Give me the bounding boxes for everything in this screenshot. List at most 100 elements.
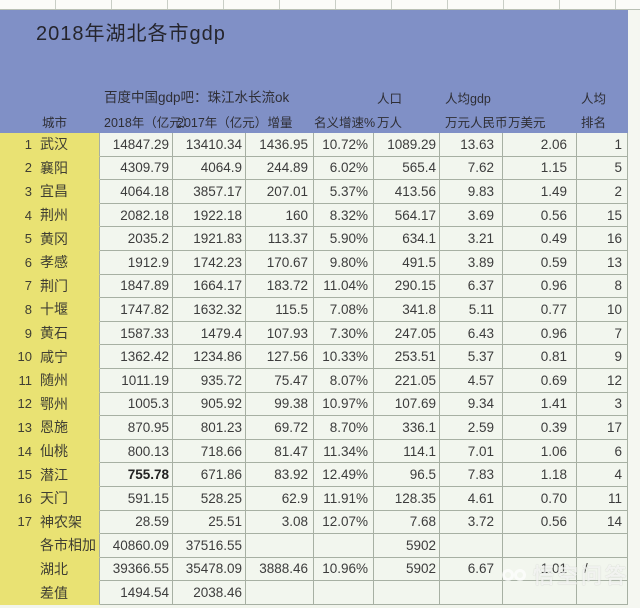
- cell-city[interactable]: 9 黄石: [0, 321, 100, 346]
- cell-growth[interactable]: 8.32%: [314, 203, 374, 228]
- cell-usd[interactable]: 0.69: [503, 368, 577, 393]
- cell-gdp2018[interactable]: 40860.09: [100, 534, 173, 558]
- cell-growth[interactable]: 10.72%: [314, 133, 374, 157]
- cell-rank[interactable]: 14: [577, 510, 628, 535]
- cell-rank[interactable]: 1: [577, 133, 628, 157]
- cell-rank[interactable]: 6: [577, 439, 628, 464]
- cell-rmb[interactable]: 7.01: [440, 439, 503, 464]
- cell-pop[interactable]: 96.5: [374, 463, 440, 487]
- cell-gdp2018[interactable]: 1912.9: [100, 250, 173, 275]
- cell-pop[interactable]: 565.4: [374, 156, 440, 181]
- cell-pop[interactable]: 107.69: [374, 392, 440, 417]
- cell-growth[interactable]: 8.70%: [314, 416, 374, 440]
- cell-gdp2017[interactable]: 1922.18: [173, 203, 246, 228]
- cell-gdp2017[interactable]: 718.66: [173, 439, 246, 464]
- cell-pop[interactable]: 114.1: [374, 439, 440, 464]
- cell-gdp2017[interactable]: 2038.46: [173, 581, 246, 605]
- cell-pop[interactable]: 290.15: [374, 274, 440, 299]
- cell-gdp2017[interactable]: 1921.83: [173, 227, 246, 251]
- cell-gdp2017[interactable]: 935.72: [173, 368, 246, 393]
- cell-rmb[interactable]: 6.67: [440, 557, 503, 582]
- cell-city[interactable]: 12 鄂州: [0, 392, 100, 417]
- cell-usd[interactable]: 1.15: [503, 156, 577, 181]
- cell-rmb[interactable]: 9.34: [440, 392, 503, 417]
- cell-city[interactable]: 差值: [0, 581, 100, 605]
- cell-gdp2017[interactable]: 1479.4: [173, 321, 246, 346]
- cell-rmb[interactable]: 13.63: [440, 133, 503, 157]
- cell-growth[interactable]: 7.30%: [314, 321, 374, 346]
- cell-rank[interactable]: 8: [577, 274, 628, 299]
- cell-growth[interactable]: [314, 581, 374, 605]
- cell-delta[interactable]: 113.37: [246, 227, 314, 251]
- cell-growth[interactable]: 6.02%: [314, 156, 374, 181]
- cell-rmb[interactable]: 6.37: [440, 274, 503, 299]
- cell-gdp2018[interactable]: 591.15: [100, 486, 173, 511]
- cell-growth[interactable]: 10.97%: [314, 392, 374, 417]
- cell-gdp2017[interactable]: 1664.17: [173, 274, 246, 299]
- cell-gdp2017[interactable]: 801.23: [173, 416, 246, 440]
- cell-usd[interactable]: 0.96: [503, 274, 577, 299]
- cell-rmb[interactable]: 6.43: [440, 321, 503, 346]
- cell-usd[interactable]: 2.06: [503, 133, 577, 157]
- cell-gdp2018[interactable]: 755.78: [100, 463, 173, 487]
- cell-gdp2017[interactable]: 4064.9: [173, 156, 246, 181]
- cell-city[interactable]: 17 神农架: [0, 510, 100, 535]
- cell-city[interactable]: 1 武汉: [0, 133, 100, 157]
- cell-city[interactable]: 13 恩施: [0, 416, 100, 440]
- cell-city[interactable]: 5 黄冈: [0, 227, 100, 251]
- cell-pop[interactable]: 247.05: [374, 321, 440, 346]
- cell-pop[interactable]: [374, 581, 440, 605]
- cell-rank[interactable]: 12: [577, 368, 628, 393]
- cell-growth[interactable]: 10.96%: [314, 557, 374, 582]
- cell-gdp2018[interactable]: 1362.42: [100, 345, 173, 369]
- cell-growth[interactable]: 5.37%: [314, 180, 374, 204]
- cell-rmb[interactable]: [440, 534, 503, 558]
- cell-delta[interactable]: 83.92: [246, 463, 314, 487]
- cell-rank[interactable]: 10: [577, 298, 628, 322]
- cell-usd[interactable]: 0.59: [503, 250, 577, 275]
- cell-rmb[interactable]: 5.11: [440, 298, 503, 322]
- cell-delta[interactable]: [246, 534, 314, 558]
- cell-gdp2018[interactable]: 800.13: [100, 439, 173, 464]
- cell-rmb[interactable]: 3.89: [440, 250, 503, 275]
- cell-gdp2018[interactable]: 1011.19: [100, 368, 173, 393]
- cell-pop[interactable]: 491.5: [374, 250, 440, 275]
- cell-usd[interactable]: 0.56: [503, 510, 577, 535]
- cell-gdp2017[interactable]: 35478.09: [173, 557, 246, 582]
- cell-growth[interactable]: 12.07%: [314, 510, 374, 535]
- cell-pop[interactable]: 336.1: [374, 416, 440, 440]
- cell-delta[interactable]: 107.93: [246, 321, 314, 346]
- cell-pop[interactable]: 564.17: [374, 203, 440, 228]
- cell-gdp2017[interactable]: 671.86: [173, 463, 246, 487]
- cell-usd[interactable]: 0.70: [503, 486, 577, 511]
- cell-rmb[interactable]: 7.83: [440, 463, 503, 487]
- cell-delta[interactable]: 127.56: [246, 345, 314, 369]
- cell-delta[interactable]: 244.89: [246, 156, 314, 181]
- cell-rmb[interactable]: [440, 581, 503, 605]
- cell-city[interactable]: 3 宜昌: [0, 180, 100, 204]
- cell-usd[interactable]: 0.39: [503, 416, 577, 440]
- cell-rank[interactable]: 13: [577, 250, 628, 275]
- cell-delta[interactable]: 207.01: [246, 180, 314, 204]
- cell-city[interactable]: 7 荆门: [0, 274, 100, 299]
- cell-pop[interactable]: 7.68: [374, 510, 440, 535]
- cell-city[interactable]: 16 天门: [0, 486, 100, 511]
- cell-pop[interactable]: 341.8: [374, 298, 440, 322]
- cell-pop[interactable]: 634.1: [374, 227, 440, 251]
- cell-rmb[interactable]: 3.21: [440, 227, 503, 251]
- cell-usd[interactable]: 0.81: [503, 345, 577, 369]
- cell-delta[interactable]: 170.67: [246, 250, 314, 275]
- cell-growth[interactable]: 7.08%: [314, 298, 374, 322]
- cell-delta[interactable]: 183.72: [246, 274, 314, 299]
- cell-gdp2018[interactable]: 14847.29: [100, 133, 173, 157]
- cell-delta[interactable]: 99.38: [246, 392, 314, 417]
- cell-rank[interactable]: 2: [577, 180, 628, 204]
- cell-growth[interactable]: 5.90%: [314, 227, 374, 251]
- cell-city[interactable]: 8 十堰: [0, 298, 100, 322]
- cell-delta[interactable]: 115.5: [246, 298, 314, 322]
- cell-gdp2018[interactable]: 39366.55: [100, 557, 173, 582]
- cell-rank[interactable]: 17: [577, 416, 628, 440]
- cell-gdp2018[interactable]: 1847.89: [100, 274, 173, 299]
- cell-gdp2018[interactable]: 1747.82: [100, 298, 173, 322]
- cell-rank[interactable]: 11: [577, 486, 628, 511]
